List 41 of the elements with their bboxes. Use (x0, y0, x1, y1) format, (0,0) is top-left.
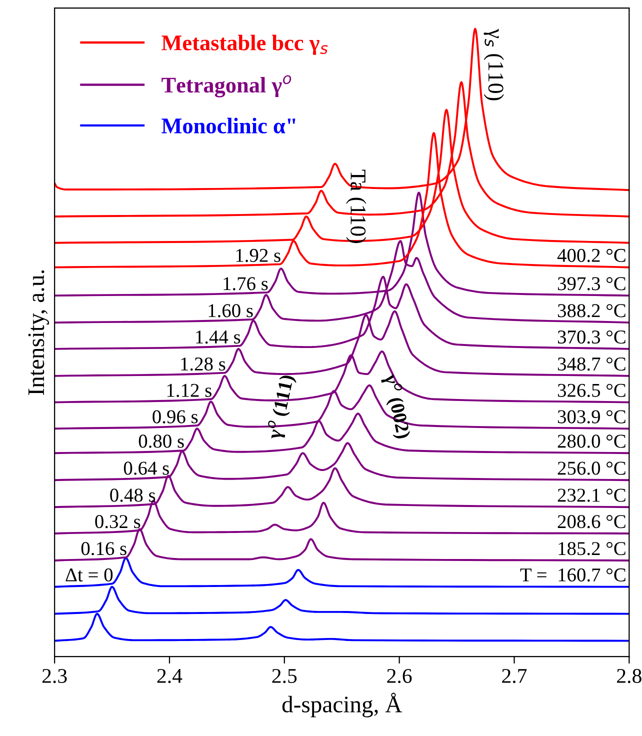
y-axis-title: Intensity, a.u. (28, 270, 50, 395)
x-tick-label: 2.3 (42, 668, 67, 684)
annotation: 326.5 °C (558, 384, 626, 398)
annotation: Ta (110) (346, 170, 366, 244)
annotation: 280.0 °C (558, 434, 626, 448)
annotation: 397.3 °C (558, 277, 626, 290)
annotation: 348.7 °C (558, 357, 626, 371)
annotation: γ$^{o}$(111) (265, 374, 298, 441)
x-tick-label: 2.5 (272, 668, 297, 684)
annotation: 232.1 °C (558, 488, 626, 502)
annotation: 400.2 °C (557, 248, 626, 262)
x-axis-title: d-spacing, Å (282, 692, 402, 718)
annotation: 303.9 °C (558, 410, 626, 424)
annotation: 0.64 s (124, 462, 169, 475)
annotation: 208.6 °C (558, 515, 626, 528)
x-tick-label: 2.4 (157, 668, 182, 684)
annotation: 1.12 s (167, 384, 212, 398)
annotation: Δt = 0 (66, 568, 113, 582)
annotation: γ$_{s}$ (110) (484, 28, 504, 100)
annotation: 1.44 s (196, 330, 240, 344)
legend-label: Monoclinic α" (162, 118, 296, 134)
annotation: 0.96 s (152, 410, 198, 424)
annotation: 370.3 °C (558, 330, 626, 344)
annotation: 1.92 s (236, 248, 280, 262)
x-tick-label: 2.7 (502, 668, 527, 684)
annotation: γ$^{o}$ (002) (380, 372, 413, 440)
annotation: 0.16 s (81, 542, 126, 556)
annotation: 1.28 s (181, 357, 226, 371)
annotation: 1.76 s (224, 277, 268, 290)
annotation: 388.2 °C (558, 304, 626, 318)
annotation: 0.32 s (95, 515, 140, 528)
legend-label: Tetragonal γ$^{o}$ (162, 75, 292, 98)
annotation: 256.0 °C (558, 462, 626, 475)
legend-label: Metastable bcc γ$_{s}$ (162, 34, 328, 55)
annotation: T = 160.7 °C (520, 568, 626, 582)
annotation: 0.80 s (138, 434, 184, 448)
x-tick-label: 2.8 (617, 668, 642, 684)
x-tick-label: 2.6 (387, 668, 412, 684)
annotation: 185.2 °C (558, 542, 626, 556)
annotation: 0.48 s (110, 488, 156, 502)
annotation: 1.60 s (208, 304, 253, 318)
